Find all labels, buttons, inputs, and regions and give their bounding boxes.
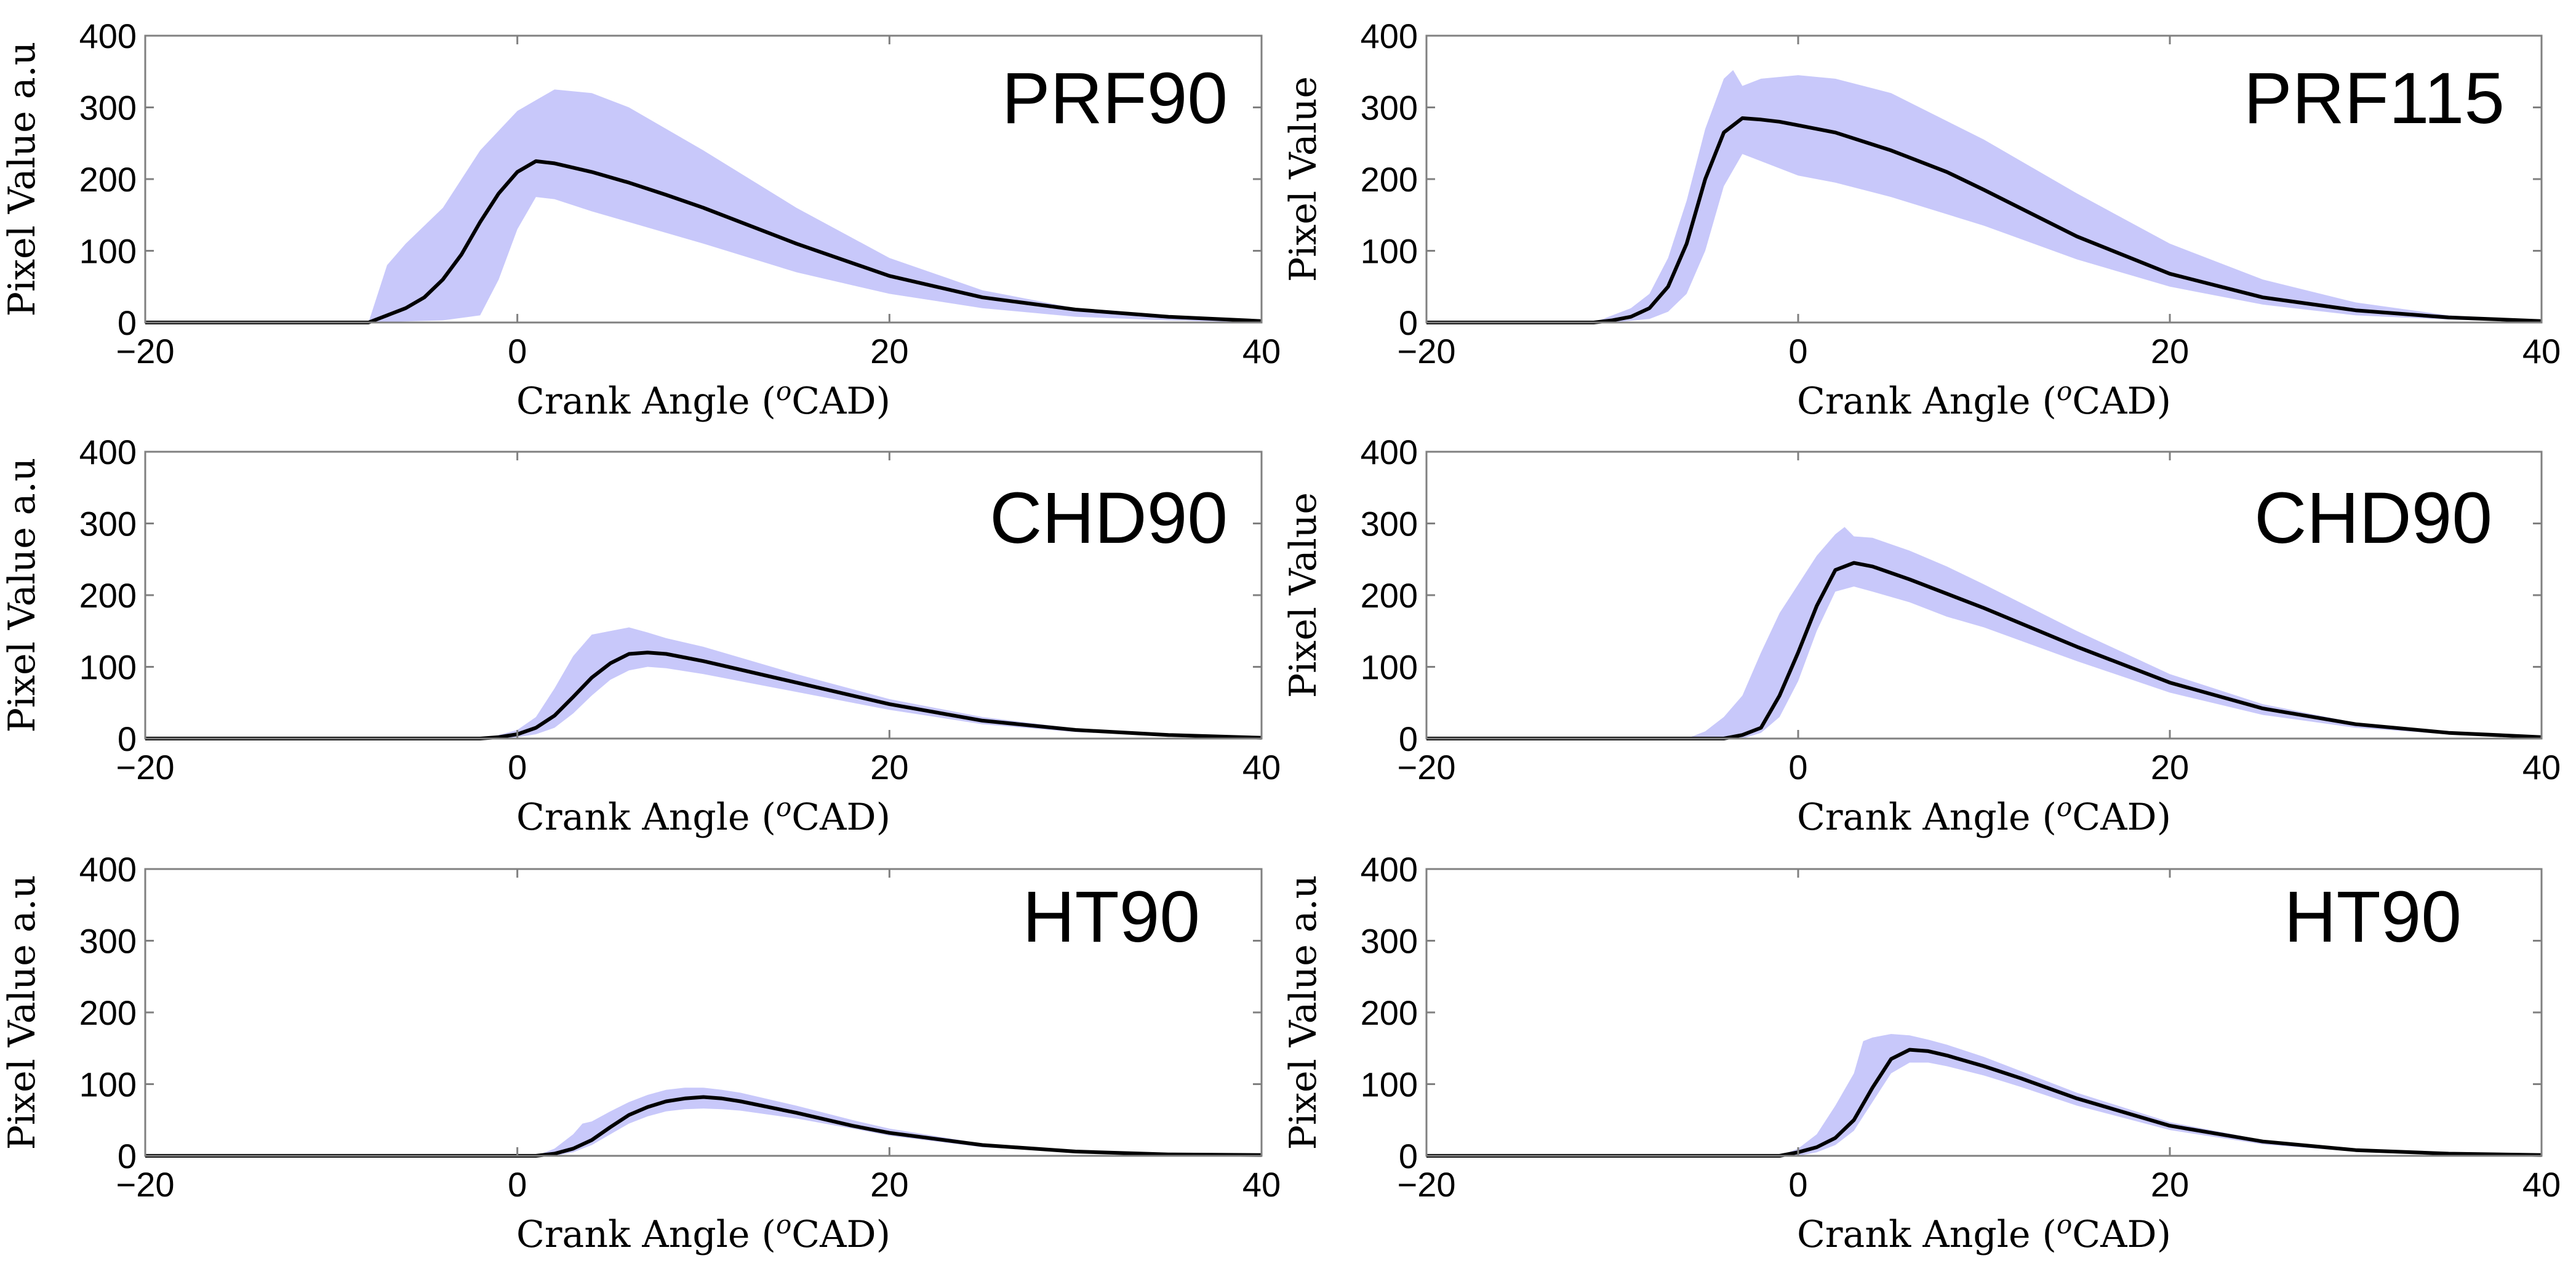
y-tick-label: 0 (118, 303, 137, 342)
mean-line (1426, 561, 2542, 740)
y-tick-label: 200 (1361, 160, 1418, 199)
x-axis-label: Crank Angle (oCAD) (516, 792, 890, 839)
x-tick-label: −20 (116, 332, 175, 371)
y-tick-label: 0 (118, 1137, 137, 1176)
x-axis-label: Crank Angle (oCAD) (1797, 792, 2171, 839)
x-tick-label: 20 (870, 1165, 908, 1204)
x-tick-label: 0 (508, 1165, 527, 1204)
y-axis-label: Pixel Value a.u (1, 875, 44, 1150)
y-tick-label: 400 (79, 433, 137, 471)
variability-band (1426, 1034, 2542, 1156)
y-axis-label: Pixel Value a.u (1, 458, 44, 733)
panel-title: CHD90 (2254, 478, 2492, 559)
y-tick-label: 0 (1399, 719, 1418, 758)
x-axis-label: Crank Angle (oCAD) (1797, 1209, 2171, 1256)
y-tick-label: 400 (1361, 850, 1418, 889)
x-tick-label: 40 (2522, 748, 2561, 787)
y-tick-label: 200 (79, 993, 137, 1032)
panel-title: HT90 (1022, 876, 1200, 958)
x-tick-label: 0 (1788, 748, 1807, 787)
y-axis-label: Pixel Value a.u (1, 42, 44, 317)
x-tick-label: 0 (1788, 332, 1807, 371)
y-tick-label: 400 (1361, 433, 1418, 471)
x-tick-label: 40 (1242, 332, 1281, 371)
y-tick-label: 200 (1361, 576, 1418, 615)
x-tick-label: 20 (870, 748, 908, 787)
variability-band (145, 627, 1262, 739)
x-tick-label: 0 (508, 748, 527, 787)
x-tick-label: −20 (116, 1165, 175, 1204)
y-tick-label: 100 (79, 232, 137, 271)
y-tick-label: 300 (1361, 505, 1418, 543)
y-tick-label: 200 (1361, 993, 1418, 1032)
mean-line (145, 159, 1262, 324)
y-tick-label: 200 (79, 576, 137, 615)
variability-band (1426, 70, 2542, 323)
y-tick-label: 200 (79, 160, 137, 199)
y-axis-label: Pixel Value a.u (1282, 875, 1325, 1150)
x-tick-label: 40 (1242, 748, 1281, 787)
x-axis-label: Crank Angle (oCAD) (1797, 376, 2171, 423)
y-tick-label: 400 (1361, 17, 1418, 55)
panel-title: PRF90 (1002, 58, 1228, 139)
x-axis-label: Crank Angle (oCAD) (516, 1209, 890, 1256)
y-axis-label: Pixel Value (1282, 492, 1325, 698)
x-axis-label: Crank Angle (oCAD) (516, 376, 890, 423)
x-tick-label: −20 (1398, 748, 1456, 787)
y-tick-label: 100 (79, 648, 137, 687)
y-tick-label: 400 (79, 17, 137, 55)
x-tick-label: 0 (508, 332, 527, 371)
x-tick-label: 40 (2522, 1165, 2561, 1204)
panel-title: PRF115 (2244, 58, 2505, 139)
y-tick-label: 100 (1361, 1065, 1418, 1104)
y-tick-label: 100 (1361, 648, 1418, 687)
x-tick-label: 40 (2522, 332, 2561, 371)
x-tick-label: 20 (2151, 332, 2189, 371)
x-tick-label: −20 (1398, 332, 1456, 371)
mean-line (1426, 116, 2542, 324)
x-tick-label: 20 (2151, 748, 2189, 787)
mean-line (145, 1095, 1262, 1158)
y-tick-label: 300 (1361, 922, 1418, 961)
y-tick-label: 100 (79, 1065, 137, 1104)
panel-title: CHD90 (990, 478, 1228, 559)
mean-line (1426, 1048, 2542, 1158)
y-tick-label: 300 (79, 505, 137, 543)
panel-title: HT90 (2284, 876, 2462, 958)
y-tick-label: 0 (1399, 1137, 1418, 1176)
x-tick-label: −20 (1398, 1165, 1456, 1204)
x-tick-label: 0 (1788, 1165, 1807, 1204)
x-tick-label: 40 (1242, 1165, 1281, 1204)
y-axis-label: Pixel Value (1282, 76, 1325, 282)
y-tick-label: 300 (79, 922, 137, 961)
y-tick-label: 100 (1361, 232, 1418, 271)
y-tick-label: 300 (1361, 89, 1418, 127)
x-tick-label: 20 (870, 332, 908, 371)
x-tick-label: −20 (116, 748, 175, 787)
x-tick-label: 20 (2151, 1165, 2189, 1204)
variability-band (145, 1088, 1262, 1156)
y-tick-label: 300 (79, 89, 137, 127)
y-tick-label: 400 (79, 850, 137, 889)
y-tick-label: 0 (118, 719, 137, 758)
y-tick-label: 0 (1399, 303, 1418, 342)
